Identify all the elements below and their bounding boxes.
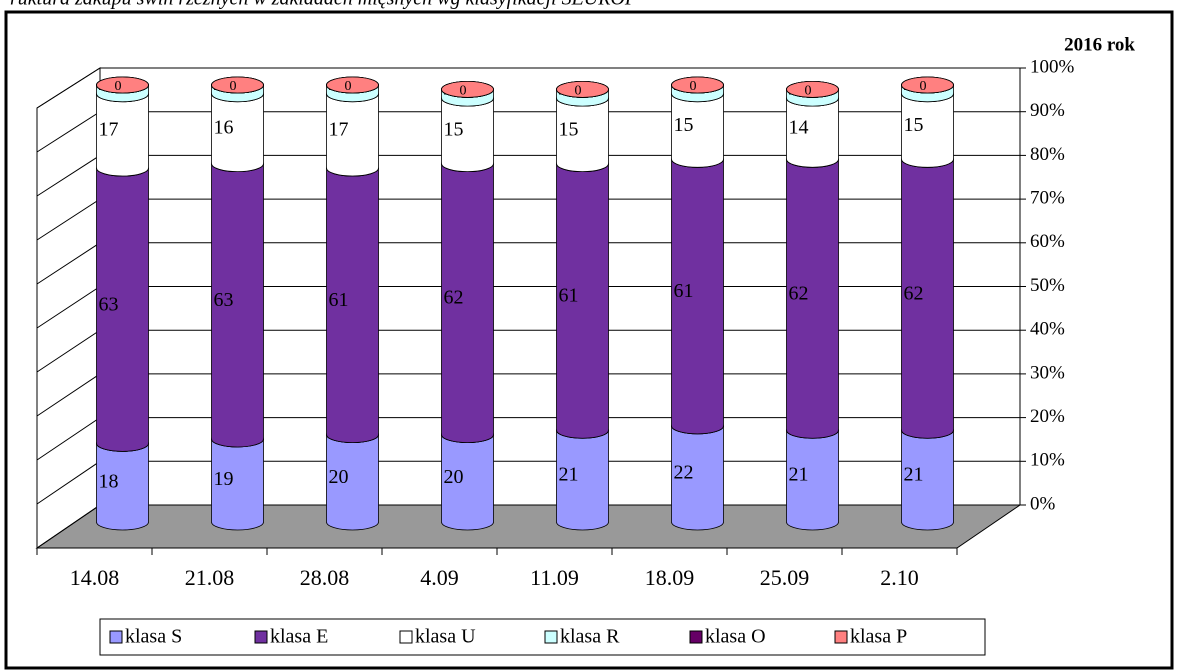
value-label: 0 xyxy=(920,79,927,94)
value-label: 18 xyxy=(99,470,119,492)
y-tick-label: 0% xyxy=(1030,493,1056,514)
x-tick-label: 4.09 xyxy=(420,565,459,590)
legend-swatch xyxy=(109,630,123,644)
y-tick-label: 60% xyxy=(1030,231,1065,252)
value-label: 62 xyxy=(444,287,464,309)
y-tick-label: 50% xyxy=(1030,275,1065,296)
value-label: 22 xyxy=(674,462,694,484)
legend-label: klasa S xyxy=(125,626,182,648)
cylinder-top xyxy=(441,80,494,98)
legend-label: klasa E xyxy=(270,626,328,648)
y-tick-label: 20% xyxy=(1030,406,1065,427)
y-tick-label: 90% xyxy=(1030,100,1065,121)
value-label: 0 xyxy=(460,84,467,99)
value-label: 16 xyxy=(214,116,234,138)
value-label: 0 xyxy=(230,79,237,94)
cylinder-top xyxy=(211,76,264,94)
value-label: 61 xyxy=(559,285,579,307)
annotation: 2016 rok xyxy=(1064,34,1135,55)
cylinder-top xyxy=(556,80,609,98)
cylinder-top xyxy=(96,76,149,94)
value-label: 17 xyxy=(99,118,119,140)
value-label: 15 xyxy=(444,118,464,140)
x-tick-label: 11.09 xyxy=(530,565,579,590)
value-label: 14 xyxy=(789,116,809,138)
value-label: 61 xyxy=(329,289,349,311)
y-tick-label: 30% xyxy=(1030,362,1065,383)
cylinder-top xyxy=(326,76,379,94)
value-label: 15 xyxy=(674,114,694,136)
y-tick-label: 100% xyxy=(1030,56,1075,77)
value-label: 0 xyxy=(575,84,582,99)
value-label: 21 xyxy=(904,464,924,486)
x-tick-label: 2.10 xyxy=(880,565,919,590)
value-label: 62 xyxy=(789,282,809,304)
legend-swatch xyxy=(834,630,848,644)
cylinder-top xyxy=(901,76,954,94)
value-label: 61 xyxy=(674,280,694,302)
y-tick-label: 10% xyxy=(1030,450,1065,471)
legend-swatch xyxy=(254,630,268,644)
value-label: 62 xyxy=(904,282,924,304)
value-label: 17 xyxy=(329,118,349,140)
value-label: 63 xyxy=(214,289,234,311)
value-label: 19 xyxy=(214,468,234,490)
value-label: 15 xyxy=(904,114,924,136)
side-wall xyxy=(36,67,101,549)
value-label: 21 xyxy=(789,464,809,486)
value-label: 0 xyxy=(345,79,352,94)
x-tick-label: 28.08 xyxy=(300,565,350,590)
value-label: 20 xyxy=(444,466,464,488)
legend-swatch xyxy=(689,630,703,644)
value-label: 0 xyxy=(805,84,812,99)
legend-label: klasa P xyxy=(850,626,907,648)
legend-label: klasa O xyxy=(705,626,766,648)
grid-line xyxy=(36,67,1020,109)
x-tick-label: 21.08 xyxy=(185,565,235,590)
legend-label: klasa U xyxy=(415,626,476,648)
legend-swatch xyxy=(399,630,413,644)
cylinder-top xyxy=(786,80,839,98)
legend-swatch xyxy=(544,630,558,644)
value-label: 0 xyxy=(690,79,697,94)
value-label: 15 xyxy=(559,118,579,140)
y-tick-label: 40% xyxy=(1030,319,1065,340)
y-tick-label: 70% xyxy=(1030,187,1065,208)
chart-title: ruktura zakupu świń rzeźnych w zakładach… xyxy=(10,0,637,10)
value-label: 20 xyxy=(329,466,349,488)
value-label: 0 xyxy=(115,79,122,94)
x-tick-label: 18.09 xyxy=(645,565,695,590)
floor xyxy=(35,504,1022,549)
cylinder-top xyxy=(671,76,724,94)
y-tick-label: 80% xyxy=(1030,144,1065,165)
value-label: 21 xyxy=(559,464,579,486)
x-tick-label: 25.09 xyxy=(760,565,810,590)
legend-label: klasa R xyxy=(560,626,620,648)
x-tick-label: 14.08 xyxy=(70,565,120,590)
value-label: 63 xyxy=(99,293,119,315)
